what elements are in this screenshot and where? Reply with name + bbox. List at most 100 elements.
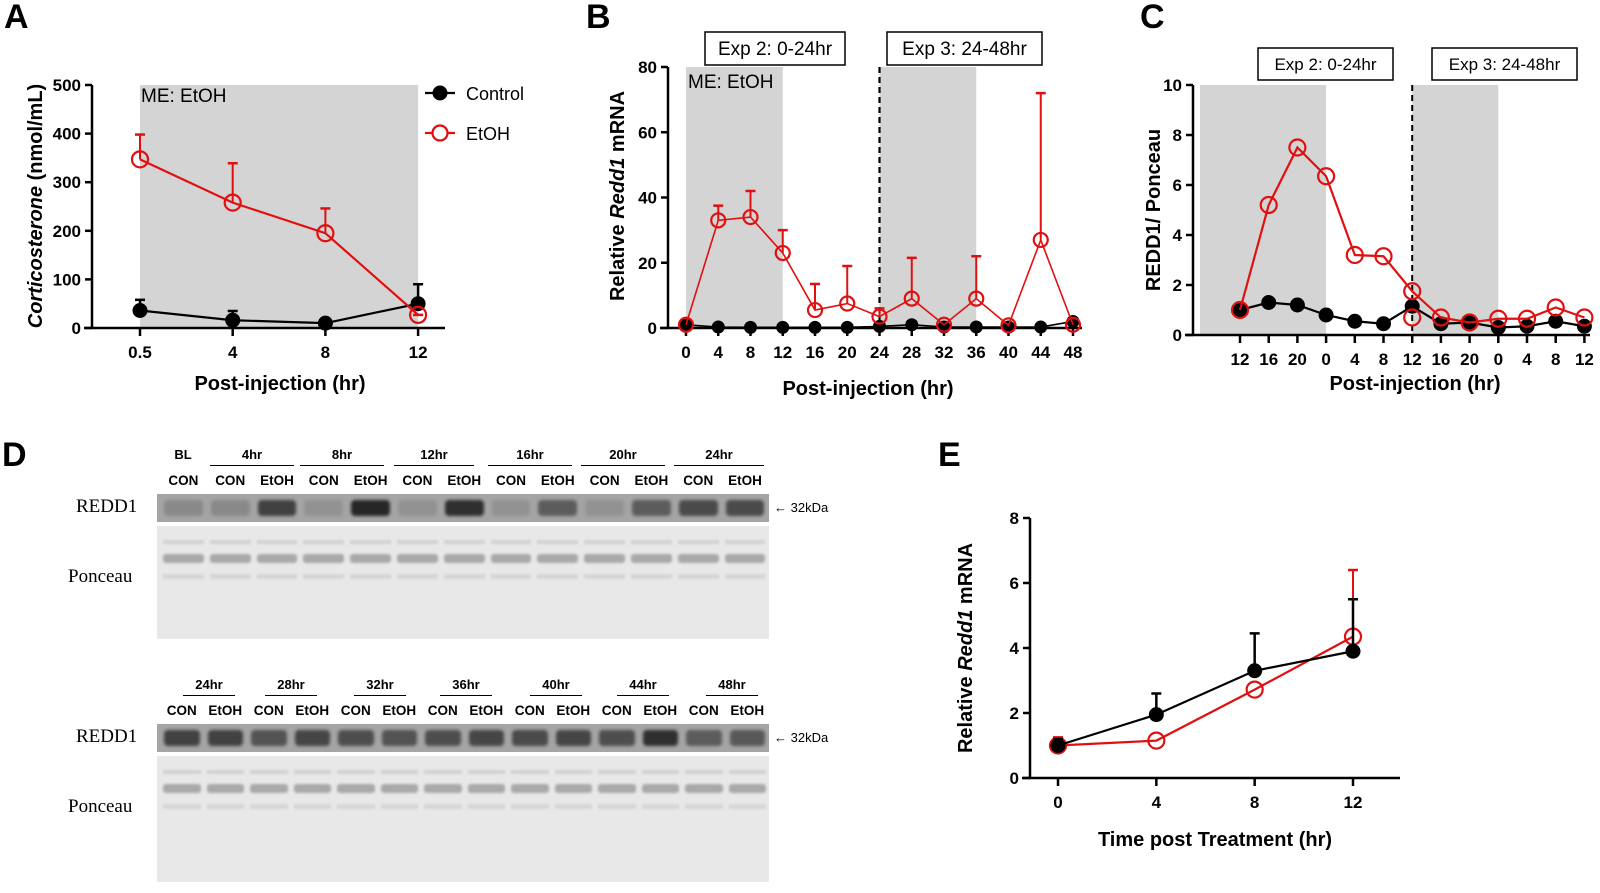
data-point-etoh <box>1259 195 1278 215</box>
panel-letter-d: D <box>2 436 27 474</box>
x-tick-label: 0.5 <box>128 343 152 362</box>
data-point-etoh-extra <box>1403 308 1422 327</box>
x-tick-label: 16 <box>1259 350 1278 369</box>
y-tick-label: 40 <box>638 189 657 208</box>
ponceau-band <box>424 784 462 793</box>
data-point-etoh <box>677 316 695 333</box>
blot-lane-label: CON <box>402 473 433 488</box>
ponceau-band <box>467 784 505 793</box>
x-tick-label: 16 <box>1431 350 1450 369</box>
legend-label-etoh: EtOH <box>466 124 510 144</box>
redd1-row-label: REDD1 <box>76 726 138 747</box>
redd1-band <box>444 500 484 516</box>
data-point-etoh <box>1374 247 1393 266</box>
blot-time-underline <box>394 465 474 466</box>
data-point-etoh <box>968 290 985 307</box>
redd1-band <box>338 730 374 746</box>
ponceau-band <box>250 804 288 809</box>
redd1-band <box>585 500 624 516</box>
ponceau-band <box>728 784 766 793</box>
ponceau-band <box>424 804 462 809</box>
ponceau-band <box>677 540 719 544</box>
ponceau-band <box>443 574 485 579</box>
series-etoh-C <box>1230 138 1594 332</box>
ponceau-band <box>631 554 672 563</box>
x-tick-label: 8 <box>321 343 330 362</box>
data-point-etoh <box>1431 308 1451 327</box>
data-point-etoh <box>1345 245 1364 265</box>
ponceau-band <box>641 770 679 774</box>
redd1-row-label: REDD1 <box>76 496 138 517</box>
blot-time-underline <box>183 695 235 696</box>
data-point-etoh <box>1460 313 1479 332</box>
data-point-etoh <box>1000 317 1017 334</box>
data-point-control <box>1247 663 1263 679</box>
experiment-box-label-b-0: Exp 2: 0-24hr <box>718 39 833 60</box>
shaded-region-c-1 <box>1412 85 1499 335</box>
data-point-control <box>744 320 757 334</box>
ponceau-band <box>256 554 298 563</box>
series-line <box>1057 635 1354 747</box>
x-axis-title-e: Time post Treatment (hr) <box>1098 829 1332 851</box>
x-axis-C: 12 16 20 0 4 8 12 16 20 0 4 8 12 <box>1185 333 1594 369</box>
redd1-band <box>729 730 765 746</box>
ponceau-band <box>467 804 505 809</box>
blot-time-label: 24hr <box>705 447 733 462</box>
ponceau-band <box>554 784 592 793</box>
y-tick-label: 400 <box>53 125 81 144</box>
ponceau-band <box>584 540 625 544</box>
data-point-etoh <box>1245 680 1264 699</box>
data-point-etoh <box>130 150 150 169</box>
ponceau-band <box>537 540 579 544</box>
x-tick-label: 12 <box>1403 350 1422 369</box>
data-point-etoh <box>1032 231 1049 249</box>
y-tick-label: 0 <box>648 319 657 338</box>
blot-lane-label: CON <box>166 703 197 718</box>
series-line <box>139 302 419 325</box>
ponceau-band <box>467 770 505 774</box>
ponceau-band <box>209 574 251 579</box>
ponceau-band <box>350 540 391 544</box>
data-point-control <box>1148 707 1164 723</box>
y-axis-title-italic: Corticosterone <box>25 186 47 328</box>
ponceau-band <box>303 574 345 579</box>
data-point-control <box>225 312 241 328</box>
blot-time-underline <box>706 695 758 696</box>
blot-time-underline <box>210 465 294 466</box>
blot-time-label: 28hr <box>277 677 305 692</box>
redd1-band <box>164 500 203 516</box>
blot-lane-label: EtOH <box>260 473 294 488</box>
series-control-E <box>1050 598 1361 753</box>
redd1-band <box>207 730 243 746</box>
y-tick-label: 8 <box>1173 126 1182 145</box>
y-tick-label: 0 <box>72 319 81 338</box>
data-point-etoh <box>1147 731 1166 750</box>
y-tick-label: 80 <box>638 58 657 77</box>
blot-lane-label: CON <box>601 703 632 718</box>
annotation-b: ME: EtOH <box>688 72 774 93</box>
data-point-control <box>1345 643 1361 659</box>
ponceau-band <box>206 784 244 793</box>
y-tick-label: 60 <box>638 123 657 142</box>
data-point-etoh <box>1575 308 1594 327</box>
x-tick-label: 4 <box>1152 793 1162 812</box>
ponceau-band <box>443 540 485 544</box>
blot-time-underline <box>488 465 572 466</box>
x-tick-label: 16 <box>806 343 825 362</box>
ponceau-band <box>163 770 201 774</box>
data-point-etoh <box>1048 736 1068 755</box>
x-tick-label: 32 <box>935 343 954 362</box>
ponceau-band <box>206 770 244 774</box>
blot-lane-label: CON <box>308 473 339 488</box>
ponceau-band <box>350 574 391 579</box>
experiment-box-label-c-1: Exp 3: 24-48hr <box>1449 55 1561 74</box>
data-point-control <box>1318 307 1334 323</box>
y-axis-title-post: mRNA <box>955 543 977 610</box>
redd1-band <box>468 730 504 746</box>
ponceau-band <box>443 554 485 563</box>
redd1-band <box>599 730 635 746</box>
ponceau-band <box>584 554 625 563</box>
x-tick-label: 0 <box>681 343 690 362</box>
y-axis-title-italic: Redd1 <box>955 610 977 671</box>
x-tick-label: 8 <box>1551 350 1560 369</box>
